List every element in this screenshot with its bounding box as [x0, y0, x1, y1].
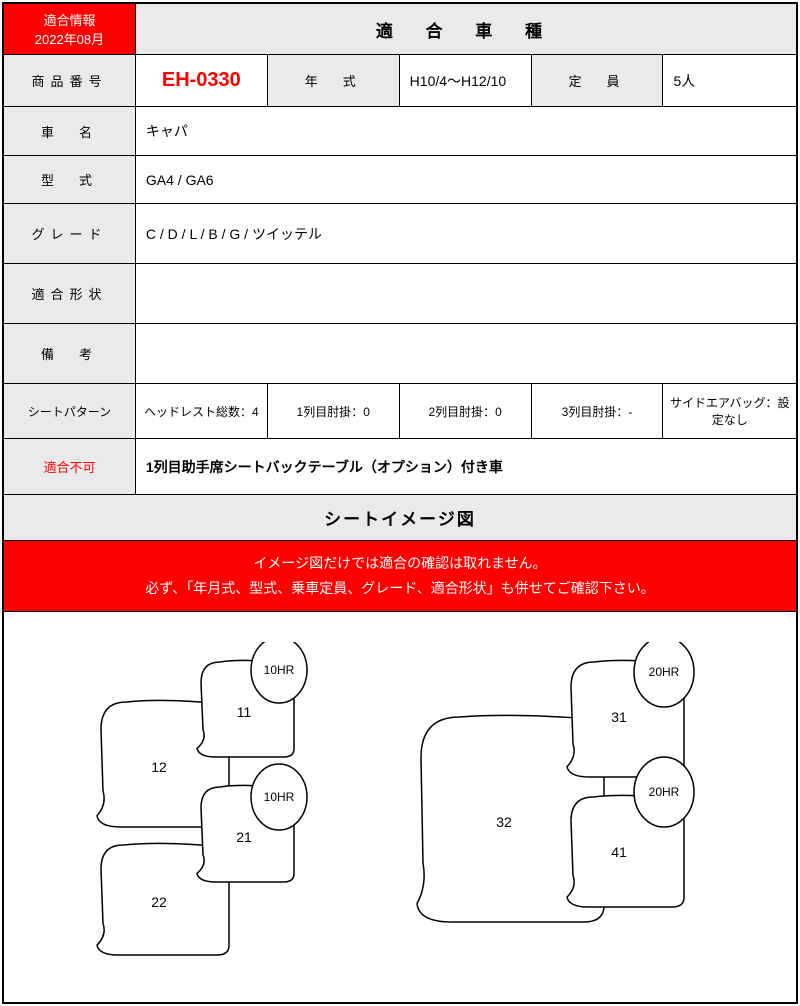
image-section-title: シートイメージ図 [4, 495, 797, 541]
info-label: 適合情報 [12, 10, 127, 29]
warning-cell: イメージ図だけでは適合の確認は取れません。 必ず、「年月式、型式、乗車定員、グレ… [4, 541, 797, 612]
svg-text:32: 32 [496, 814, 512, 830]
warning-line1: イメージ図だけでは適合の確認は取れません。 [12, 551, 788, 576]
remarks-value [135, 324, 796, 384]
pattern-label: シートパターン [4, 384, 136, 439]
armrest2: 2列目肘掛：0 [399, 384, 531, 439]
shape-value [135, 264, 796, 324]
airbag: サイドエアバッグ：設定なし [663, 384, 797, 439]
svg-text:41: 41 [611, 844, 627, 860]
car-name: キャパ [135, 107, 796, 156]
svg-text:10HR: 10HR [264, 663, 295, 677]
svg-text:10HR: 10HR [264, 790, 295, 804]
remarks-label: 備 考 [4, 324, 136, 384]
car-name-label: 車 名 [4, 107, 136, 156]
warning-line2: 必ず、「年月式、型式、乗車定員、グレード、適合形状」も併せてご確認下さい。 [12, 576, 788, 601]
product-no-label: 商品番号 [4, 55, 136, 107]
incompat-value: 1列目助手席シートバックテーブル（オプション）付き車 [135, 439, 796, 495]
year-value: H10/4～H12/10 [399, 55, 531, 107]
model-label: 型 式 [4, 156, 136, 204]
svg-text:22: 22 [151, 894, 167, 910]
model-value: GA4 / GA6 [135, 156, 796, 204]
grade-label: グレード [4, 204, 136, 264]
product-no: EH-0330 [135, 55, 267, 107]
grade-value: C / D / L / B / G / ツイッテル [135, 204, 796, 264]
svg-text:11: 11 [237, 704, 252, 720]
shape-label: 適合形状 [4, 264, 136, 324]
incompat-label: 適合不可 [4, 439, 136, 495]
year-label: 年 式 [267, 55, 399, 107]
capacity-value: 5人 [663, 55, 797, 107]
seat-diagram: 12 22 11 21 32 31 41 10HR 10HR 20HR 20HR [44, 642, 760, 972]
armrest3: 3列目肘掛：- [531, 384, 663, 439]
info-date: 2022年08月 [12, 29, 127, 48]
svg-text:31: 31 [611, 709, 627, 725]
svg-text:20HR: 20HR [649, 665, 680, 679]
svg-text:12: 12 [151, 759, 167, 775]
headrest-count: ヘッドレスト総数：4 [135, 384, 267, 439]
compat-sheet: 適合情報 2022年08月 適 合 車 種 商品番号 EH-0330 年 式 H… [2, 2, 798, 1004]
svg-text:21: 21 [236, 829, 252, 845]
title-cell: 適 合 車 種 [135, 4, 796, 55]
capacity-label: 定 員 [531, 55, 663, 107]
svg-text:20HR: 20HR [649, 785, 680, 799]
info-date-cell: 適合情報 2022年08月 [4, 4, 136, 55]
compat-table: 適合情報 2022年08月 適 合 車 種 商品番号 EH-0330 年 式 H… [3, 3, 797, 1003]
seat-diagram-cell: 12 22 11 21 32 31 41 10HR 10HR 20HR 20HR [4, 612, 797, 1003]
armrest1: 1列目肘掛：0 [267, 384, 399, 439]
